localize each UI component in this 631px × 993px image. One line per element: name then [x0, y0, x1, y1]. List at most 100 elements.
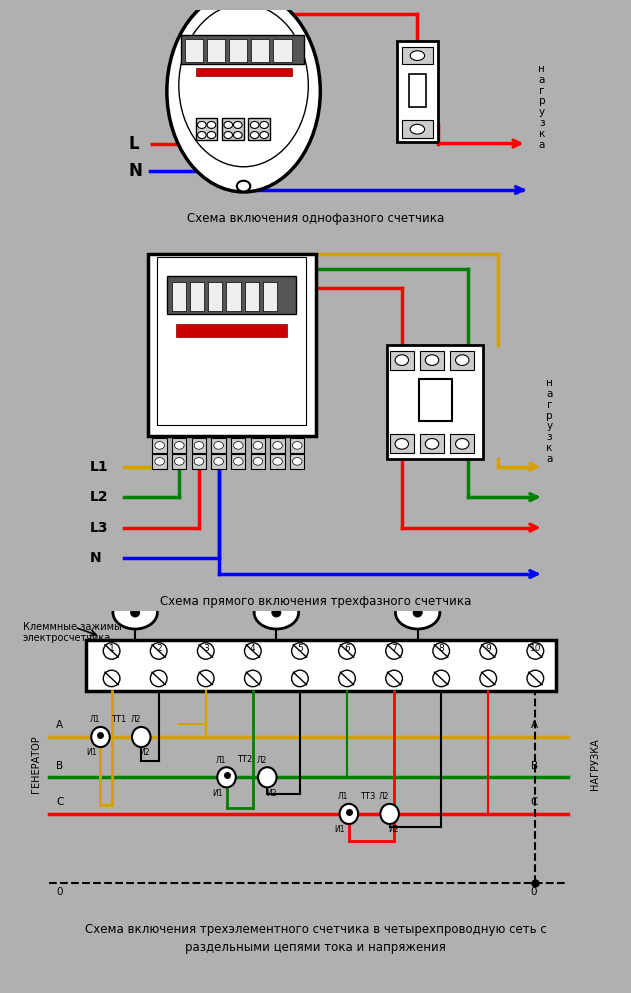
Ellipse shape — [292, 642, 309, 659]
Ellipse shape — [258, 768, 276, 787]
Text: L3: L3 — [90, 520, 109, 534]
Ellipse shape — [253, 442, 262, 449]
Ellipse shape — [214, 442, 223, 449]
Bar — [402, 47, 433, 65]
Ellipse shape — [237, 181, 251, 192]
Bar — [148, 253, 316, 436]
Ellipse shape — [224, 121, 233, 128]
Bar — [262, 282, 277, 311]
Bar — [402, 120, 433, 138]
Text: Клеммные зажимы
электросчетчика: Клеммные зажимы электросчетчика — [23, 622, 121, 643]
Ellipse shape — [480, 642, 497, 659]
Text: A: A — [531, 721, 538, 731]
Text: И1: И1 — [212, 788, 223, 797]
Text: 7: 7 — [391, 643, 397, 652]
Bar — [451, 351, 475, 369]
Ellipse shape — [198, 131, 206, 138]
Ellipse shape — [386, 670, 403, 687]
Text: 4: 4 — [250, 643, 256, 652]
Ellipse shape — [103, 642, 120, 659]
Ellipse shape — [198, 642, 214, 659]
Bar — [196, 68, 292, 75]
Text: 6: 6 — [344, 643, 350, 652]
Bar — [397, 41, 438, 142]
Text: ГЕНЕРАТОР: ГЕНЕРАТОР — [31, 736, 40, 793]
Text: L2: L2 — [90, 491, 109, 504]
Bar — [271, 454, 285, 469]
Bar — [153, 438, 167, 453]
Ellipse shape — [194, 442, 204, 449]
Bar — [418, 379, 452, 421]
Ellipse shape — [167, 0, 321, 192]
Bar — [222, 118, 244, 140]
Text: C: C — [56, 797, 63, 807]
Text: Л2: Л2 — [257, 756, 267, 765]
Ellipse shape — [292, 670, 309, 687]
Ellipse shape — [425, 439, 439, 449]
Bar — [409, 73, 426, 106]
Bar — [420, 351, 444, 369]
Bar — [451, 434, 475, 454]
Bar — [390, 351, 414, 369]
Text: N: N — [129, 162, 143, 180]
Ellipse shape — [132, 727, 151, 747]
Bar — [177, 324, 286, 338]
Ellipse shape — [254, 596, 298, 629]
Ellipse shape — [103, 670, 120, 687]
Bar — [172, 454, 187, 469]
Ellipse shape — [339, 804, 358, 824]
Ellipse shape — [410, 124, 425, 134]
Ellipse shape — [395, 355, 408, 365]
Text: Л1: Л1 — [338, 792, 348, 801]
Ellipse shape — [260, 121, 269, 128]
Ellipse shape — [113, 596, 157, 629]
Ellipse shape — [233, 131, 242, 138]
Text: ТТ1: ТТ1 — [112, 715, 127, 724]
Text: н
а
г
р
у
з
к
а: н а г р у з к а — [538, 64, 545, 150]
Bar — [192, 438, 206, 453]
Ellipse shape — [527, 670, 544, 687]
Ellipse shape — [155, 458, 165, 465]
Ellipse shape — [233, 458, 243, 465]
Ellipse shape — [194, 458, 204, 465]
Bar — [227, 282, 240, 311]
Text: Л2: Л2 — [131, 715, 141, 724]
Text: 0: 0 — [56, 887, 62, 897]
Ellipse shape — [527, 642, 544, 659]
Text: Схема включения однофазного счетчика: Схема включения однофазного счетчика — [187, 213, 444, 225]
Ellipse shape — [244, 670, 261, 687]
Text: Схема прямого включения трехфазного счетчика: Схема прямого включения трехфазного счет… — [160, 595, 471, 608]
Text: Схема включения трехэлементного счетчика в четырехпроводную сеть с
раздельными ц: Схема включения трехэлементного счетчика… — [85, 923, 546, 954]
Bar — [172, 282, 186, 311]
Bar — [207, 39, 225, 63]
Ellipse shape — [217, 768, 236, 787]
Bar — [390, 434, 414, 454]
Text: ТТ2: ТТ2 — [237, 755, 252, 764]
Bar — [196, 118, 217, 140]
Ellipse shape — [272, 608, 281, 617]
Bar — [251, 454, 265, 469]
Ellipse shape — [214, 458, 223, 465]
Text: 0: 0 — [531, 887, 537, 897]
Bar — [190, 282, 204, 311]
Ellipse shape — [253, 458, 262, 465]
Text: н
а
г
р
у
з
к
а: н а г р у з к а — [546, 378, 553, 464]
Bar — [290, 454, 305, 469]
Ellipse shape — [155, 442, 165, 449]
Bar — [271, 438, 285, 453]
Ellipse shape — [433, 670, 449, 687]
Bar — [211, 438, 226, 453]
Ellipse shape — [293, 458, 302, 465]
Text: N: N — [90, 551, 102, 565]
Ellipse shape — [224, 131, 233, 138]
Text: Л1: Л1 — [90, 715, 100, 724]
Bar — [211, 454, 226, 469]
Ellipse shape — [413, 608, 422, 617]
Text: 10: 10 — [529, 643, 541, 652]
Ellipse shape — [251, 121, 259, 128]
Bar — [167, 276, 297, 315]
Ellipse shape — [395, 439, 408, 449]
Text: C: C — [531, 797, 538, 807]
Text: ТТ3: ТТ3 — [360, 791, 375, 800]
Ellipse shape — [207, 121, 216, 128]
